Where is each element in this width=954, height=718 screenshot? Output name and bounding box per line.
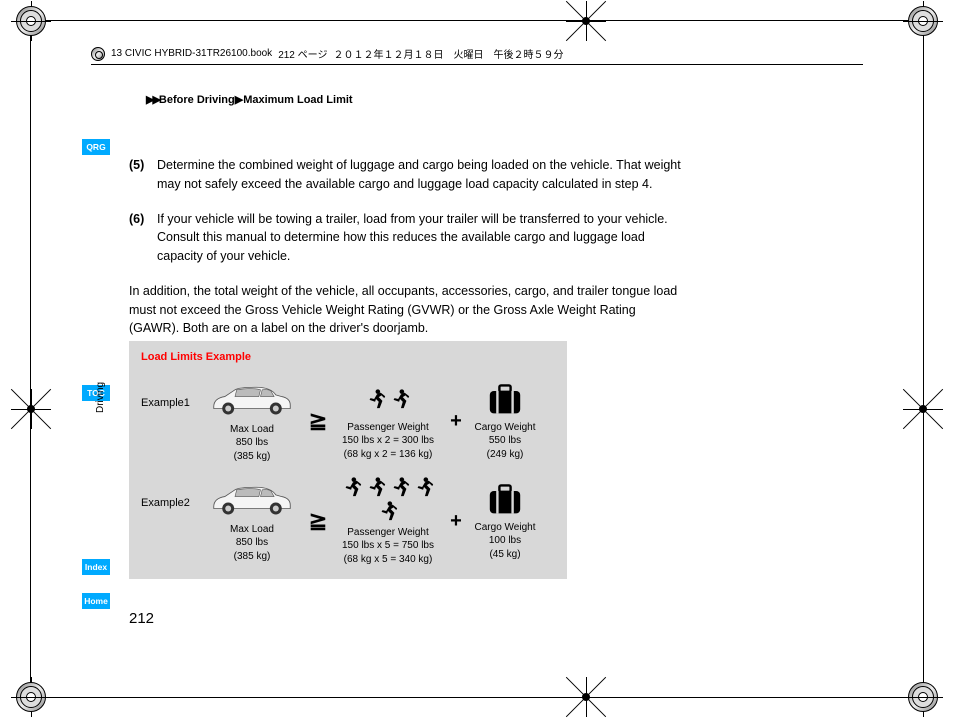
tab-qrg[interactable]: QRG bbox=[82, 139, 110, 155]
pw-l1: Passenger Weight bbox=[333, 421, 443, 435]
max-load-l1: Max Load bbox=[201, 423, 303, 437]
cargo-column: Cargo Weight 550 lbs (249 kg) bbox=[469, 381, 541, 462]
registration-mark-icon bbox=[11, 677, 51, 717]
running-person-icon bbox=[413, 476, 435, 498]
page-header: 13 CIVIC HYBRID-31TR26100.book 212 ページ ２… bbox=[91, 46, 863, 65]
breadcrumb-path2: Maximum Load Limit bbox=[243, 94, 352, 106]
registration-mark-icon bbox=[903, 1, 943, 41]
header-bookname: 13 CIVIC HYBRID-31TR26100.book bbox=[111, 48, 272, 59]
tab-index[interactable]: Index bbox=[82, 559, 110, 575]
cw-l2: 550 lbs bbox=[469, 434, 541, 448]
list-item-6: (6) If your vehicle will be towing a tra… bbox=[129, 210, 689, 266]
running-person-icon bbox=[341, 476, 363, 498]
car-column: Max Load 850 lbs (385 kg) bbox=[201, 379, 303, 464]
page-number: 212 bbox=[129, 610, 154, 627]
example-row-1: Example1 Max Load 850 lbs (385 kg) ≧ Pas… bbox=[141, 371, 555, 471]
pw-l3: (68 kg x 5 = 340 kg) bbox=[333, 553, 443, 567]
max-load-l1: Max Load bbox=[201, 523, 303, 537]
side-tabs: QRG TOC Index Home bbox=[82, 139, 110, 613]
item-number: (6) bbox=[129, 210, 157, 266]
item-text: If your vehicle will be towing a trailer… bbox=[157, 210, 689, 266]
max-load-l3: (385 kg) bbox=[201, 450, 303, 464]
max-load-l2: 850 lbs bbox=[201, 536, 303, 550]
registration-mark-icon bbox=[903, 677, 943, 717]
cw-l2: 100 lbs bbox=[469, 534, 541, 548]
item-text: Determine the combined weight of luggage… bbox=[157, 156, 689, 194]
passenger-icons bbox=[338, 476, 438, 522]
header-date: ２０１２年１２月１８日 火曜日 午後２時５９分 bbox=[333, 46, 563, 61]
load-limits-example-box: Load Limits Example Example1 Max Load 85… bbox=[129, 341, 567, 579]
book-logo-icon bbox=[91, 47, 105, 61]
breadcrumb-sep-icon: ▶ bbox=[235, 94, 243, 106]
luggage-icon bbox=[485, 383, 525, 415]
car-icon bbox=[207, 383, 297, 417]
breadcrumb: ▶▶Before Driving▶Maximum Load Limit bbox=[146, 93, 353, 106]
gte-symbol: ≧ bbox=[307, 406, 329, 436]
passenger-icons bbox=[338, 381, 438, 417]
car-column: Max Load 850 lbs (385 kg) bbox=[201, 479, 303, 564]
pw-l3: (68 kg x 2 = 136 kg) bbox=[333, 448, 443, 462]
gte-symbol: ≧ bbox=[307, 506, 329, 536]
item-number: (5) bbox=[129, 156, 157, 194]
pw-l1: Passenger Weight bbox=[333, 526, 443, 540]
passenger-column: Passenger Weight 150 lbs x 5 = 750 lbs (… bbox=[333, 476, 443, 567]
list-item-5: (5) Determine the combined weight of lug… bbox=[129, 156, 689, 194]
running-person-icon bbox=[377, 500, 399, 522]
cw-l1: Cargo Weight bbox=[469, 421, 541, 435]
max-load-l2: 850 lbs bbox=[201, 436, 303, 450]
example-label: Example1 bbox=[141, 371, 197, 409]
content-area: (5) Determine the combined weight of lug… bbox=[129, 156, 689, 354]
running-person-icon bbox=[389, 476, 411, 498]
crosshair-mark-icon bbox=[566, 1, 606, 41]
example-row-2: Example2 Max Load 850 lbs (385 kg) ≧ Pas… bbox=[141, 471, 555, 571]
crosshair-mark-icon bbox=[903, 389, 943, 429]
running-person-icon bbox=[365, 388, 387, 410]
cw-l3: (249 kg) bbox=[469, 448, 541, 462]
crosshair-mark-icon bbox=[11, 389, 51, 429]
plus-symbol: + bbox=[447, 408, 465, 435]
car-icon bbox=[207, 483, 297, 517]
max-load-l3: (385 kg) bbox=[201, 550, 303, 564]
breadcrumb-path1: Before Driving bbox=[159, 94, 235, 106]
header-pageinfo: 212 ページ bbox=[278, 46, 327, 61]
page-frame: 13 CIVIC HYBRID-31TR26100.book 212 ページ ２… bbox=[30, 20, 924, 698]
example-label: Example2 bbox=[141, 471, 197, 509]
example-title: Load Limits Example bbox=[141, 351, 555, 363]
breadcrumb-arrow-icon: ▶▶ bbox=[146, 94, 159, 106]
tab-home[interactable]: Home bbox=[82, 593, 110, 609]
luggage-icon bbox=[485, 483, 525, 515]
addition-paragraph: In addition, the total weight of the veh… bbox=[129, 282, 689, 338]
cw-l1: Cargo Weight bbox=[469, 521, 541, 535]
plus-symbol: + bbox=[447, 508, 465, 535]
crosshair-mark-icon bbox=[566, 677, 606, 717]
pw-l2: 150 lbs x 2 = 300 lbs bbox=[333, 434, 443, 448]
cw-l3: (45 kg) bbox=[469, 548, 541, 562]
running-person-icon bbox=[389, 388, 411, 410]
running-person-icon bbox=[365, 476, 387, 498]
section-side-label: Driving bbox=[95, 382, 106, 413]
pw-l2: 150 lbs x 5 = 750 lbs bbox=[333, 539, 443, 553]
passenger-column: Passenger Weight 150 lbs x 2 = 300 lbs (… bbox=[333, 381, 443, 462]
cargo-column: Cargo Weight 100 lbs (45 kg) bbox=[469, 481, 541, 562]
registration-mark-icon bbox=[11, 1, 51, 41]
